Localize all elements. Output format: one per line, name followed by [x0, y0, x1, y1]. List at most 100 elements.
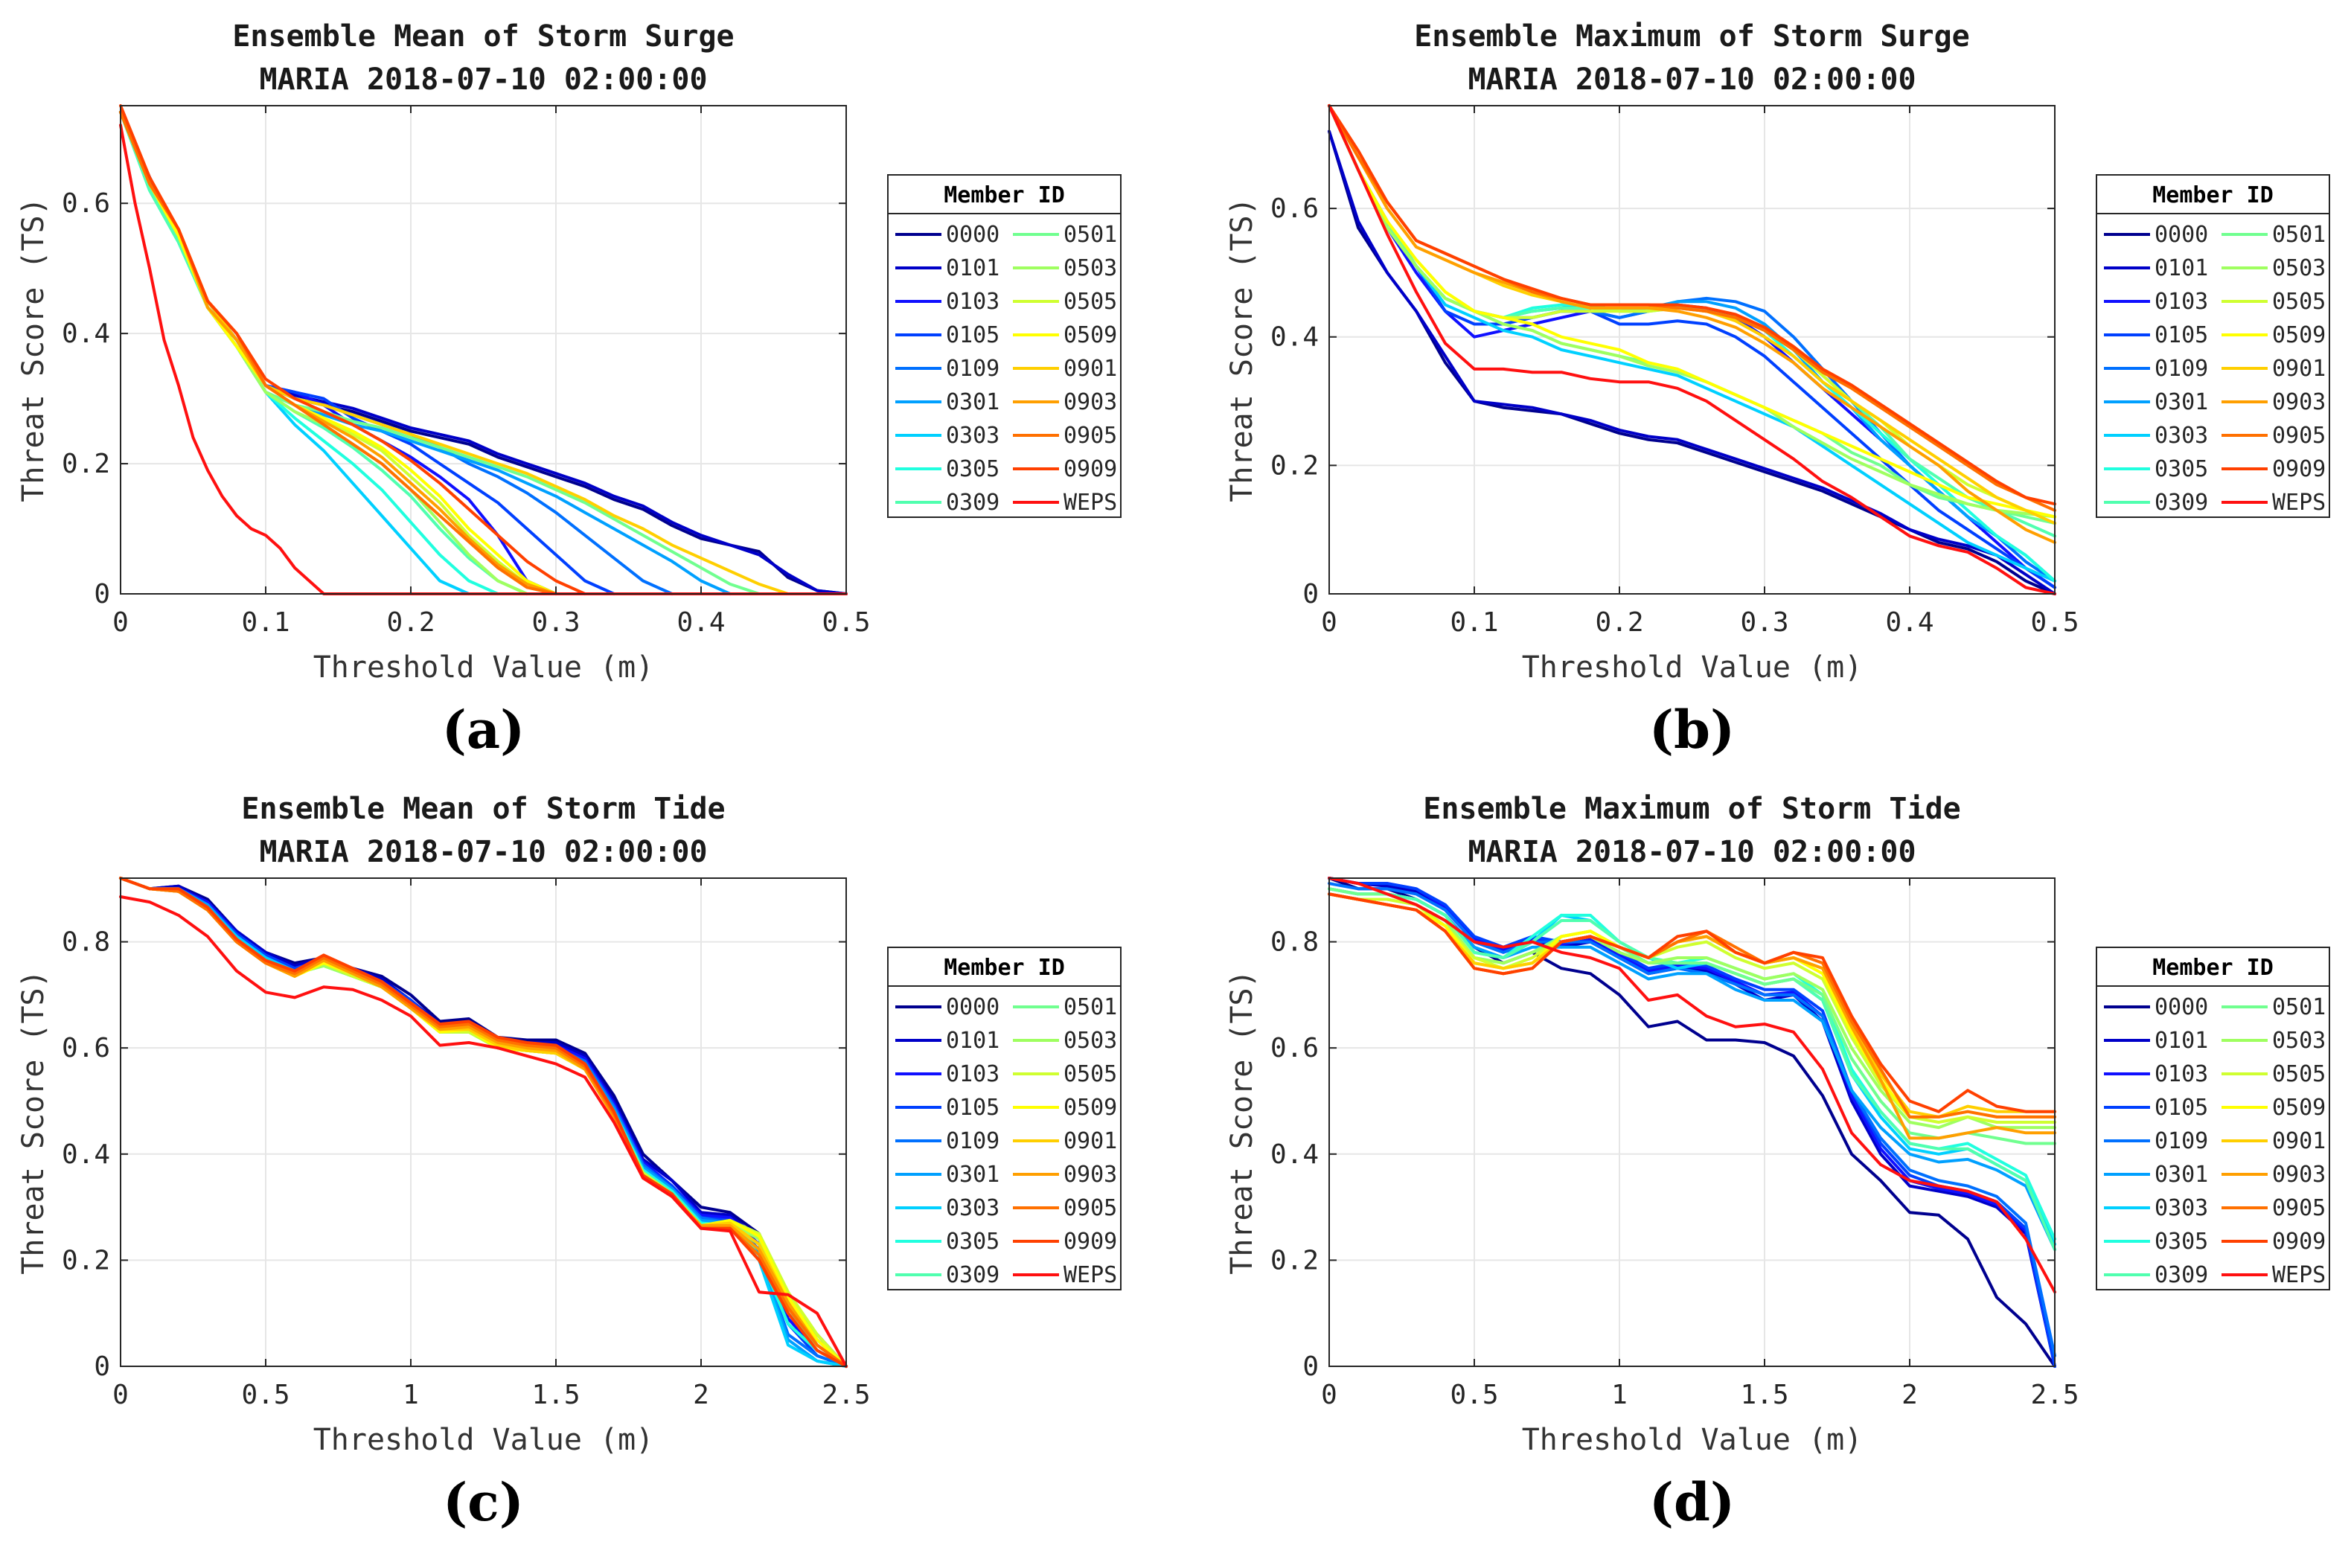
- series-line-0909: [119, 104, 586, 595]
- x-axis-label: Threshold Value (m): [1522, 650, 1863, 685]
- legend-entry-0301: 0301: [946, 389, 999, 415]
- series-line-0503: [1328, 892, 2056, 1130]
- legend-entry-0101: 0101: [946, 255, 999, 281]
- legend-entry-0101: 0101: [2155, 255, 2208, 281]
- y-tick-label: 0.2: [62, 1245, 110, 1276]
- legend-entry-0301: 0301: [946, 1162, 999, 1188]
- panel-label: (a): [442, 699, 525, 761]
- legend-entry-0509: 0509: [2272, 322, 2326, 348]
- legend-entry-0901: 0901: [2272, 1128, 2326, 1154]
- legend-title: Member ID: [944, 182, 1065, 208]
- legend-title: Member ID: [2152, 182, 2274, 208]
- chart-panel-2: Ensemble Mean of Storm Tide MARIA 2018-07…: [16, 792, 1122, 1533]
- axes-box: [120, 105, 847, 595]
- x-tick-label: 0: [1321, 1380, 1337, 1410]
- x-tick-label: 0.1: [241, 607, 290, 638]
- legend-entry-0305: 0305: [946, 456, 999, 482]
- plot-area: [121, 878, 846, 1366]
- y-tick-label: 0: [1302, 579, 1319, 609]
- y-axis-label: Threat Score (TS): [1225, 197, 1259, 502]
- x-tick-label: 2.5: [2030, 1380, 2079, 1410]
- x-tick-label: 0.5: [2030, 607, 2079, 638]
- legend-title: Member ID: [944, 955, 1065, 981]
- y-axis-label: Threat Score (TS): [16, 197, 51, 502]
- y-tick-label: 0.4: [62, 1139, 110, 1170]
- x-tick-label: 0: [112, 607, 129, 638]
- x-tick-label: 0.4: [1885, 607, 1933, 638]
- legend-entry-0505: 0505: [2272, 1061, 2326, 1087]
- x-tick-label: 0.5: [1450, 1380, 1498, 1410]
- legend-entry-0000: 0000: [946, 222, 999, 248]
- series-line-WEPS: [1328, 877, 2056, 1294]
- legend-entry-0109: 0109: [946, 1128, 999, 1154]
- legend-entry-0309: 0309: [2155, 1262, 2208, 1288]
- y-tick-label: 0: [94, 579, 110, 609]
- legend-entry-0903: 0903: [2272, 389, 2326, 415]
- legend-entry-0000: 0000: [2155, 994, 2208, 1020]
- legend-box: [887, 174, 1122, 518]
- plot-area: [1329, 106, 2055, 594]
- legend-entry-0501: 0501: [1063, 222, 1117, 248]
- legend-entry-0503: 0503: [1063, 1028, 1117, 1054]
- panel-label: (d): [1649, 1471, 1735, 1533]
- y-tick-label: 0.6: [62, 1033, 110, 1063]
- legend-entry-0505: 0505: [1063, 289, 1117, 315]
- chart-title: Ensemble Mean of Storm Surge: [232, 19, 734, 54]
- legend-entry-0301: 0301: [2155, 1162, 2208, 1188]
- legend-entry-0505: 0505: [1063, 1061, 1117, 1087]
- legend-entry-0000: 0000: [946, 994, 999, 1020]
- y-tick-label: 0: [94, 1351, 110, 1382]
- x-tick-label: 0.5: [241, 1380, 290, 1410]
- series-line-0509: [1328, 104, 2056, 519]
- axes-box: [1328, 877, 2056, 1367]
- series-line-WEPS: [119, 895, 848, 1368]
- legend-entry-0901: 0901: [1063, 1128, 1117, 1154]
- legend-entry-0905: 0905: [1063, 423, 1117, 449]
- legend-entry-0301: 0301: [2155, 389, 2208, 415]
- series-group: [119, 104, 848, 595]
- legend-entry-0503: 0503: [2272, 1028, 2326, 1054]
- legend-entry-0901: 0901: [1063, 356, 1117, 382]
- legend-entry-0101: 0101: [946, 1028, 999, 1054]
- legend-entry-0909: 0909: [2272, 1229, 2326, 1255]
- axes-box: [120, 877, 847, 1367]
- legend-entry-0503: 0503: [1063, 255, 1117, 281]
- legend-entry-0103: 0103: [2155, 289, 2208, 315]
- axes-box: [1328, 105, 2056, 595]
- legend-entry-0909: 0909: [2272, 456, 2326, 482]
- x-tick-label: 0.2: [1595, 607, 1643, 638]
- legend-entry-0309: 0309: [946, 490, 999, 516]
- chart-panel-3: Ensemble Maximum of Storm Tide MARIA 2018…: [1225, 792, 2330, 1533]
- legend: Member ID 0000 0101 0103 0105 0109 0301 0303 030…: [887, 174, 1122, 518]
- x-tick-label: 2: [693, 1380, 709, 1410]
- panel-label: (b): [1649, 699, 1735, 761]
- series-group: [1328, 104, 2056, 595]
- legend-entry-0109: 0109: [2155, 356, 2208, 382]
- legend-entry-0105: 0105: [946, 1095, 999, 1121]
- legend: Member ID 0000 0101 0103 0105 0109 0301 0303 030…: [887, 947, 1122, 1290]
- legend: Member ID 0000 0101 0103 0105 0109 0301 0303 030…: [2096, 947, 2330, 1290]
- series-line-0109: [1328, 882, 2056, 1357]
- legend-box: [2096, 174, 2330, 518]
- legend-entry-0509: 0509: [1063, 1095, 1117, 1121]
- legend-entry-0903: 0903: [1063, 1162, 1117, 1188]
- legend-entry-0103: 0103: [946, 289, 999, 315]
- legend-entry-0303: 0303: [946, 423, 999, 449]
- series-group: [119, 877, 848, 1368]
- series-line-WEPS: [119, 124, 848, 595]
- x-tick-label: 0.2: [386, 607, 435, 638]
- y-tick-label: 0.4: [62, 319, 110, 349]
- legend-title: Member ID: [2152, 955, 2274, 981]
- y-tick-label: 0.6: [62, 188, 110, 219]
- series-line-0909: [119, 877, 848, 1368]
- legend-entry-0305: 0305: [2155, 456, 2208, 482]
- legend-entry-WEPS: WEPS: [2272, 1262, 2326, 1288]
- legend-entry-0509: 0509: [2272, 1095, 2326, 1121]
- legend-entry-0103: 0103: [946, 1061, 999, 1087]
- legend-entry-WEPS: WEPS: [2272, 490, 2326, 516]
- x-tick-label: 0.3: [1740, 607, 1788, 638]
- legend-entry-0501: 0501: [1063, 994, 1117, 1020]
- legend-entry-0305: 0305: [2155, 1229, 2208, 1255]
- chart-subtitle: MARIA 2018-07-10 02:00:00: [1468, 63, 1916, 97]
- y-axis-label: Threat Score (TS): [1225, 970, 1259, 1274]
